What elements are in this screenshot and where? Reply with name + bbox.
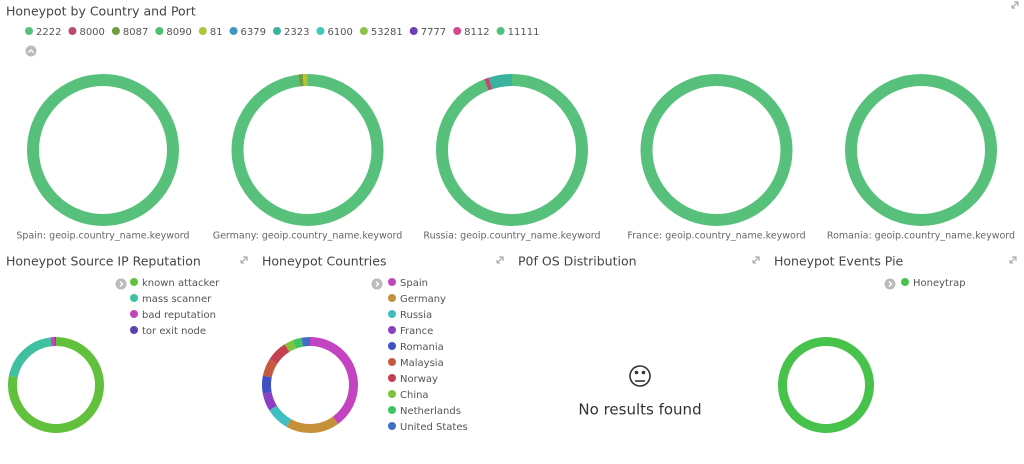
legend-swatch (388, 374, 396, 382)
legend-label: 6379 (241, 27, 266, 38)
donut-segment (231, 74, 384, 226)
legend-label: Netherlands (400, 406, 461, 417)
donut-segment (27, 74, 179, 226)
expand-icon[interactable] (496, 256, 504, 264)
legend-toggles[interactable] (115, 278, 896, 290)
donut-segment (845, 74, 997, 226)
legend-swatch (901, 278, 909, 286)
legend-label: 6100 (327, 27, 352, 38)
chart-title: P0f OS Distribution (518, 254, 637, 269)
legend-label: 81 (210, 27, 223, 38)
legend-label: Spain (400, 278, 428, 289)
legend-label: mass scanner (142, 294, 212, 305)
legend-swatch (388, 358, 396, 366)
legend-swatch (388, 278, 396, 286)
donut-segment (640, 74, 793, 226)
legend-label: Norway (400, 374, 438, 385)
donut-segment (436, 74, 588, 226)
expand-icon[interactable] (752, 256, 760, 264)
legend-swatch (111, 27, 120, 35)
expand-icon[interactable] (1009, 256, 1017, 264)
legend-swatch (25, 27, 33, 35)
legend-swatch (316, 27, 325, 35)
legend-label: 7777 (421, 27, 446, 38)
legend-swatch (68, 27, 77, 35)
legend-label: 2222 (36, 27, 61, 38)
donut-segment (262, 337, 358, 433)
legend-label: bad reputation (142, 310, 216, 321)
legend-label: tor exit node (142, 326, 206, 337)
legend-label: 53281 (371, 27, 403, 38)
legend-label: Russia (400, 310, 432, 321)
chart-title: Honeypot Countries (262, 254, 386, 269)
legend-swatch (453, 27, 462, 35)
donut-caption: Russia: geoip.country_name.keyword (423, 231, 600, 242)
legend-swatch (359, 27, 368, 35)
legend-label: 11111 (508, 27, 540, 38)
legend-label: China (400, 390, 429, 401)
legend-label: United States (400, 422, 468, 433)
legend-swatch (130, 326, 138, 334)
legend-label: Germany (400, 294, 446, 305)
legend-swatch (130, 294, 138, 302)
legend-label: 8000 (79, 27, 104, 38)
expand-icons (240, 1, 1019, 264)
legend-swatch (155, 27, 164, 35)
legend-label: 8090 (166, 27, 191, 38)
legend-label: Honeytrap (913, 278, 966, 289)
legend-label: Malaysia (400, 358, 444, 369)
legend-swatch (388, 326, 396, 334)
legend-swatch (496, 27, 505, 35)
donut-segment (8, 337, 104, 433)
legend-label: 8087 (123, 27, 148, 38)
legend-swatch (388, 310, 396, 318)
no-results-icon (629, 365, 651, 387)
chart-title: Honeypot Source IP Reputation (6, 254, 201, 269)
legend-swatch (409, 27, 418, 35)
legend-swatch (130, 310, 138, 318)
legend-swatch (130, 278, 138, 286)
donut-segment (231, 74, 384, 226)
donut-segment (262, 337, 358, 433)
collapse-toggle[interactable] (25, 45, 37, 57)
donut-caption: Spain: geoip.country_name.keyword (16, 231, 189, 242)
legend-swatch (198, 27, 207, 35)
legend-label: France (400, 326, 433, 337)
legend-swatch (388, 342, 396, 350)
chart-title: Honeypot by Country and Port (6, 4, 196, 19)
legend-swatch (388, 294, 396, 302)
donut-segment (262, 337, 358, 433)
donut-segment (436, 74, 588, 226)
legend-label: 8112 (464, 27, 489, 38)
legend-swatch (273, 27, 281, 35)
legend-label: known attacker (142, 278, 220, 289)
legend-label: 2323 (284, 27, 309, 38)
donut-caption: France: geoip.country_name.keyword (627, 231, 805, 242)
donut-segment (778, 337, 874, 433)
legend-label: Romania (400, 342, 444, 353)
legend-swatch (229, 27, 238, 35)
expand-icon[interactable] (240, 256, 248, 264)
legend-swatch (388, 422, 396, 430)
no-results: No results found (578, 401, 701, 419)
chart-title: Honeypot Events Pie (774, 254, 904, 269)
donut-caption: Germany: geoip.country_name.keyword (213, 231, 403, 242)
expand-icon[interactable] (1011, 1, 1019, 9)
legend-swatch (388, 390, 396, 398)
donut-caption: Romania: geoip.country_name.keyword (827, 231, 1015, 242)
legend-swatch (388, 406, 396, 414)
